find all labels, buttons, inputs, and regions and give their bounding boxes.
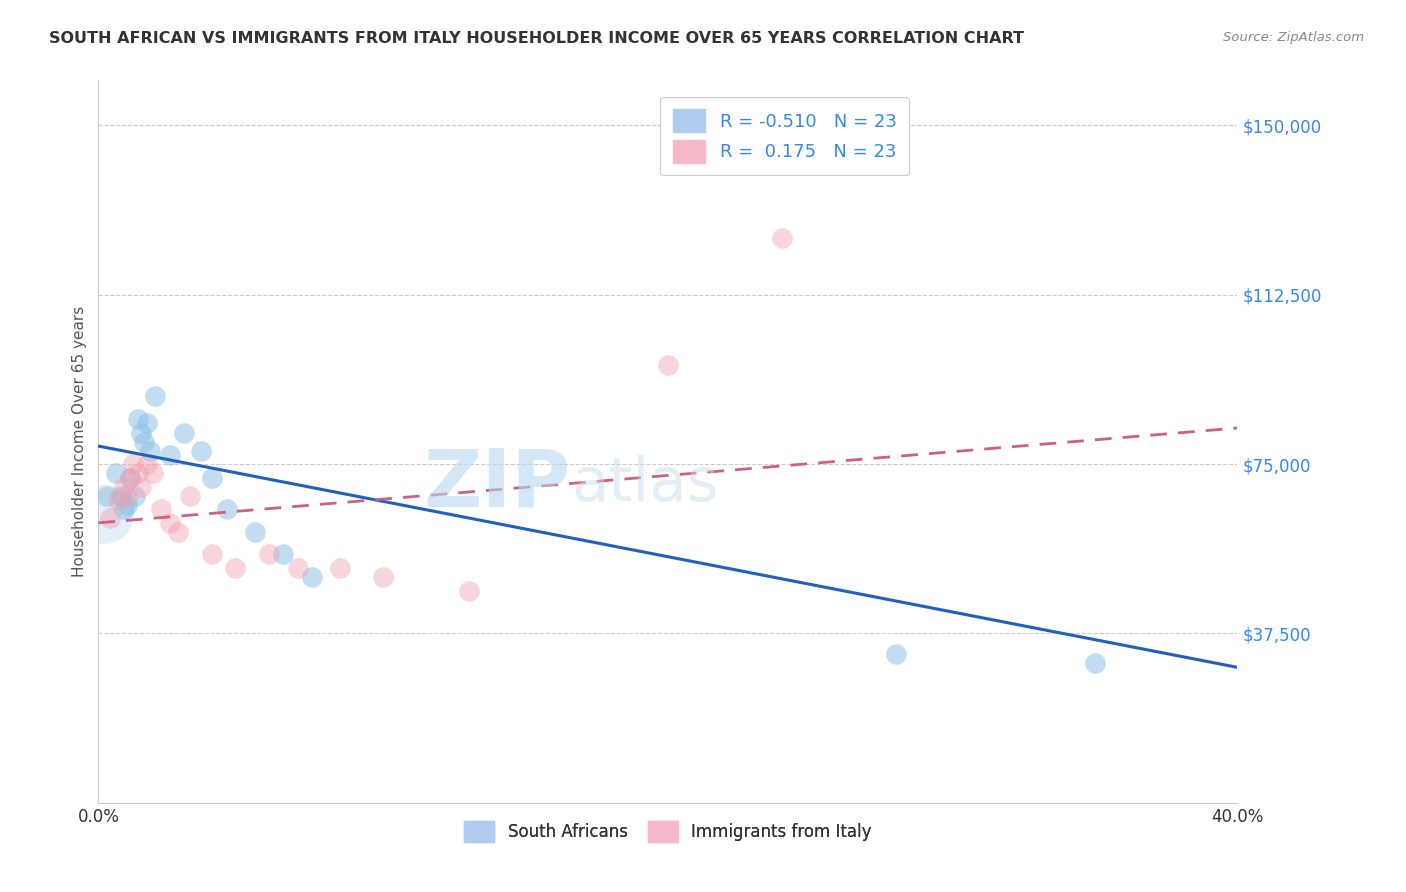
Point [138,443,160,458]
Point [115,489,138,503]
Point [215,502,238,516]
Point [770,231,793,245]
Point [159,448,181,462]
Point [329,561,352,575]
Point [273,548,295,562]
Point [179,489,201,503]
Point [173,425,195,440]
Point [127,412,149,426]
Point [112,480,135,494]
Point [884,647,907,661]
Point [201,548,224,562]
Point [243,524,266,539]
Point [201,470,224,484]
Text: SOUTH AFRICAN VS IMMIGRANTS FROM ITALY HOUSEHOLDER INCOME OVER 65 YEARS CORRELAT: SOUTH AFRICAN VS IMMIGRANTS FROM ITALY H… [49,31,1024,46]
Point [118,470,141,484]
Point [135,417,157,431]
Point [141,466,163,480]
Text: Source: ZipAtlas.com: Source: ZipAtlas.com [1223,31,1364,45]
Point [145,389,167,403]
Point [115,498,138,512]
Point [457,583,479,598]
Point [107,493,129,508]
Point [124,489,146,503]
Point [98,511,121,525]
Point [657,358,679,372]
Point [150,502,173,516]
Point [287,561,309,575]
Point [112,502,135,516]
Point [259,548,281,562]
Point [301,570,323,584]
Point [167,524,190,539]
Point [104,466,127,480]
Point [135,457,157,471]
Y-axis label: Householder Income Over 65 years: Householder Income Over 65 years [72,306,87,577]
Legend: South Africans, Immigrants from Italy: South Africans, Immigrants from Italy [457,814,879,848]
Text: atlas: atlas [571,456,718,515]
Point [129,425,152,440]
Point [373,570,395,584]
Point [96,489,118,503]
Point [118,470,141,484]
Point [93,507,115,521]
Point [190,443,212,458]
Point [159,516,181,530]
Point [127,466,149,480]
Point [110,489,132,503]
Point [132,434,155,449]
Point [224,561,246,575]
Point [121,457,143,471]
Point [129,480,152,494]
Point [1084,656,1107,670]
Text: ZIP: ZIP [423,446,571,524]
